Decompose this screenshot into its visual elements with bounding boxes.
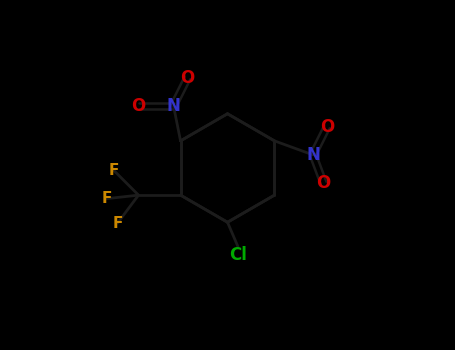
Text: N: N (306, 146, 320, 164)
Text: O: O (316, 174, 331, 192)
Text: O: O (320, 118, 334, 136)
Text: N: N (167, 97, 181, 115)
Text: O: O (180, 69, 195, 87)
Text: F: F (112, 216, 123, 231)
Text: Cl: Cl (229, 246, 247, 265)
Text: F: F (102, 191, 112, 206)
Text: O: O (131, 97, 146, 115)
Text: F: F (109, 163, 119, 178)
